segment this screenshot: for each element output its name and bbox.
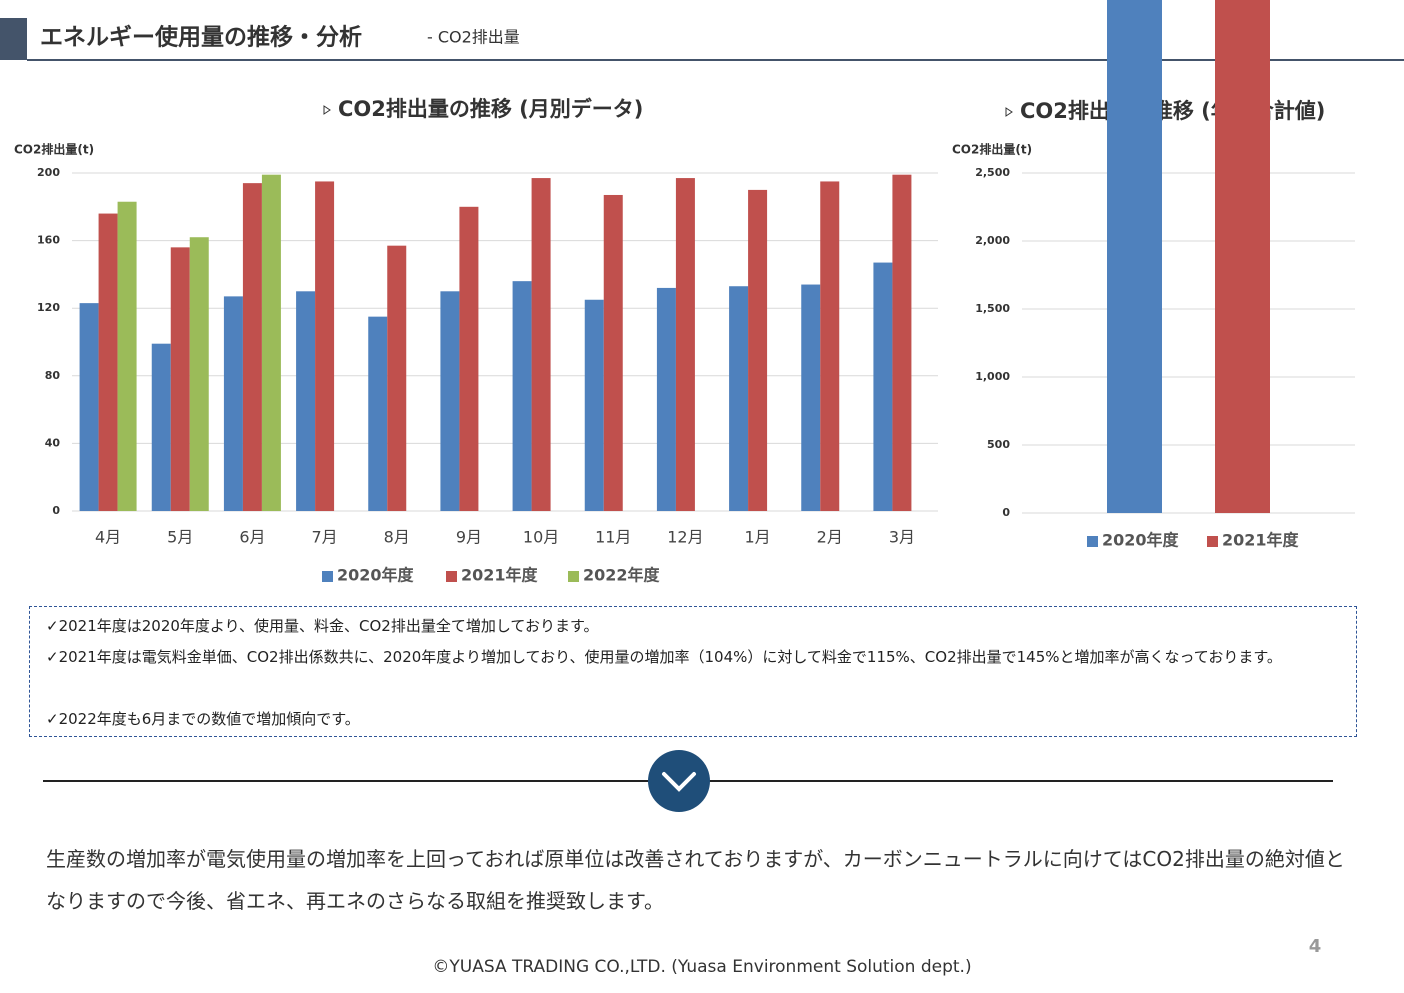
bar — [151, 343, 171, 511]
bar — [98, 213, 118, 511]
bar — [170, 247, 190, 512]
x-tick-label: 10月 — [523, 528, 559, 547]
bar — [892, 174, 912, 511]
bar — [801, 284, 821, 511]
bar — [261, 174, 281, 511]
legend-label: 2021年度 — [1222, 531, 1300, 550]
bar — [729, 286, 749, 511]
bar — [315, 181, 335, 511]
y-tick-label: 0 — [52, 504, 60, 517]
chart-title: CO2排出量の推移 (年間合計値) — [1020, 99, 1325, 123]
legend-label: 2020年度 — [337, 566, 415, 585]
legend-swatch — [1207, 536, 1218, 547]
bar — [1107, 0, 1162, 513]
bar — [117, 201, 137, 512]
bar — [873, 262, 893, 511]
x-tick-label: 5月 — [167, 528, 193, 547]
bar — [79, 303, 99, 511]
bar — [296, 291, 316, 511]
x-tick-label: 8月 — [384, 528, 410, 547]
y-tick-label: 80 — [45, 369, 61, 382]
bar — [387, 245, 407, 512]
bar — [512, 281, 532, 511]
bar — [459, 206, 479, 512]
x-tick-label: 12月 — [667, 528, 703, 547]
bar — [1215, 0, 1270, 513]
bar — [584, 299, 604, 511]
header-title: エネルギー使用量の推移・分析 — [40, 25, 362, 51]
footer: ©YUASA TRADING CO.,LTD. (Yuasa Environme… — [432, 957, 971, 977]
bar — [748, 189, 768, 511]
conclusion: 生産数の増加率が電気使用量の増加率を上回っておれば原単位は改善されておりますが、… — [46, 847, 1345, 913]
title-marker — [323, 105, 331, 115]
bar — [242, 183, 262, 511]
bar — [189, 237, 209, 511]
bar — [223, 296, 243, 511]
legend-swatch — [446, 571, 457, 582]
y-tick-label: 2,000 — [975, 234, 1010, 247]
y-tick-label: 500 — [987, 438, 1010, 451]
note: ✓2021年度は2020年度より、使用量、料金、CO2排出量全て増加しております… — [46, 617, 599, 635]
note: ✓2022年度も6月までの数値で増加傾向です。 — [46, 710, 360, 728]
bar — [603, 194, 623, 511]
y-axis-label: CO2排出量(t) — [952, 142, 1032, 157]
y-tick-label: 1,500 — [975, 302, 1010, 315]
header-subtitle: - CO2排出量 — [427, 28, 520, 47]
bar — [675, 178, 695, 511]
y-tick-label: 160 — [37, 234, 60, 247]
bar — [368, 316, 388, 511]
legend-label: 2022年度 — [583, 566, 661, 585]
bar — [531, 178, 551, 511]
bar — [440, 291, 460, 511]
y-tick-label: 120 — [37, 301, 60, 314]
note: ✓2021年度は電気料金単価、CO2排出係数共に、2020年度より増加しており、… — [46, 648, 1282, 666]
x-tick-label: 3月 — [889, 528, 915, 547]
notes-box — [29, 606, 1357, 737]
x-tick-label: 1月 — [744, 528, 770, 547]
x-tick-label: 9月 — [456, 528, 482, 547]
legend-swatch — [568, 571, 579, 582]
arrow-circle — [648, 750, 710, 812]
y-tick-label: 40 — [45, 436, 61, 449]
y-tick-label: 200 — [37, 166, 60, 179]
x-tick-label: 4月 — [95, 528, 121, 547]
legend-swatch — [1087, 536, 1098, 547]
x-tick-label: 6月 — [239, 528, 265, 547]
y-axis-label: CO2排出量(t) — [14, 142, 94, 157]
legend-label: 2020年度 — [1102, 531, 1180, 550]
x-tick-label: 2月 — [817, 528, 843, 547]
header-mark — [0, 18, 27, 60]
x-tick-label: 7月 — [311, 528, 337, 547]
bar — [820, 181, 840, 511]
legend-label: 2021年度 — [461, 566, 539, 585]
page-number: 4 — [1309, 936, 1322, 957]
x-tick-label: 11月 — [595, 528, 631, 547]
legend-swatch — [322, 571, 333, 582]
chart-title: CO2排出量の推移 (月別データ) — [338, 97, 643, 121]
y-tick-label: 0 — [1002, 506, 1010, 519]
y-tick-label: 2,500 — [975, 166, 1010, 179]
bar — [656, 287, 676, 511]
y-tick-label: 1,000 — [975, 370, 1010, 383]
chevron — [662, 772, 696, 792]
title-marker — [1005, 107, 1013, 117]
